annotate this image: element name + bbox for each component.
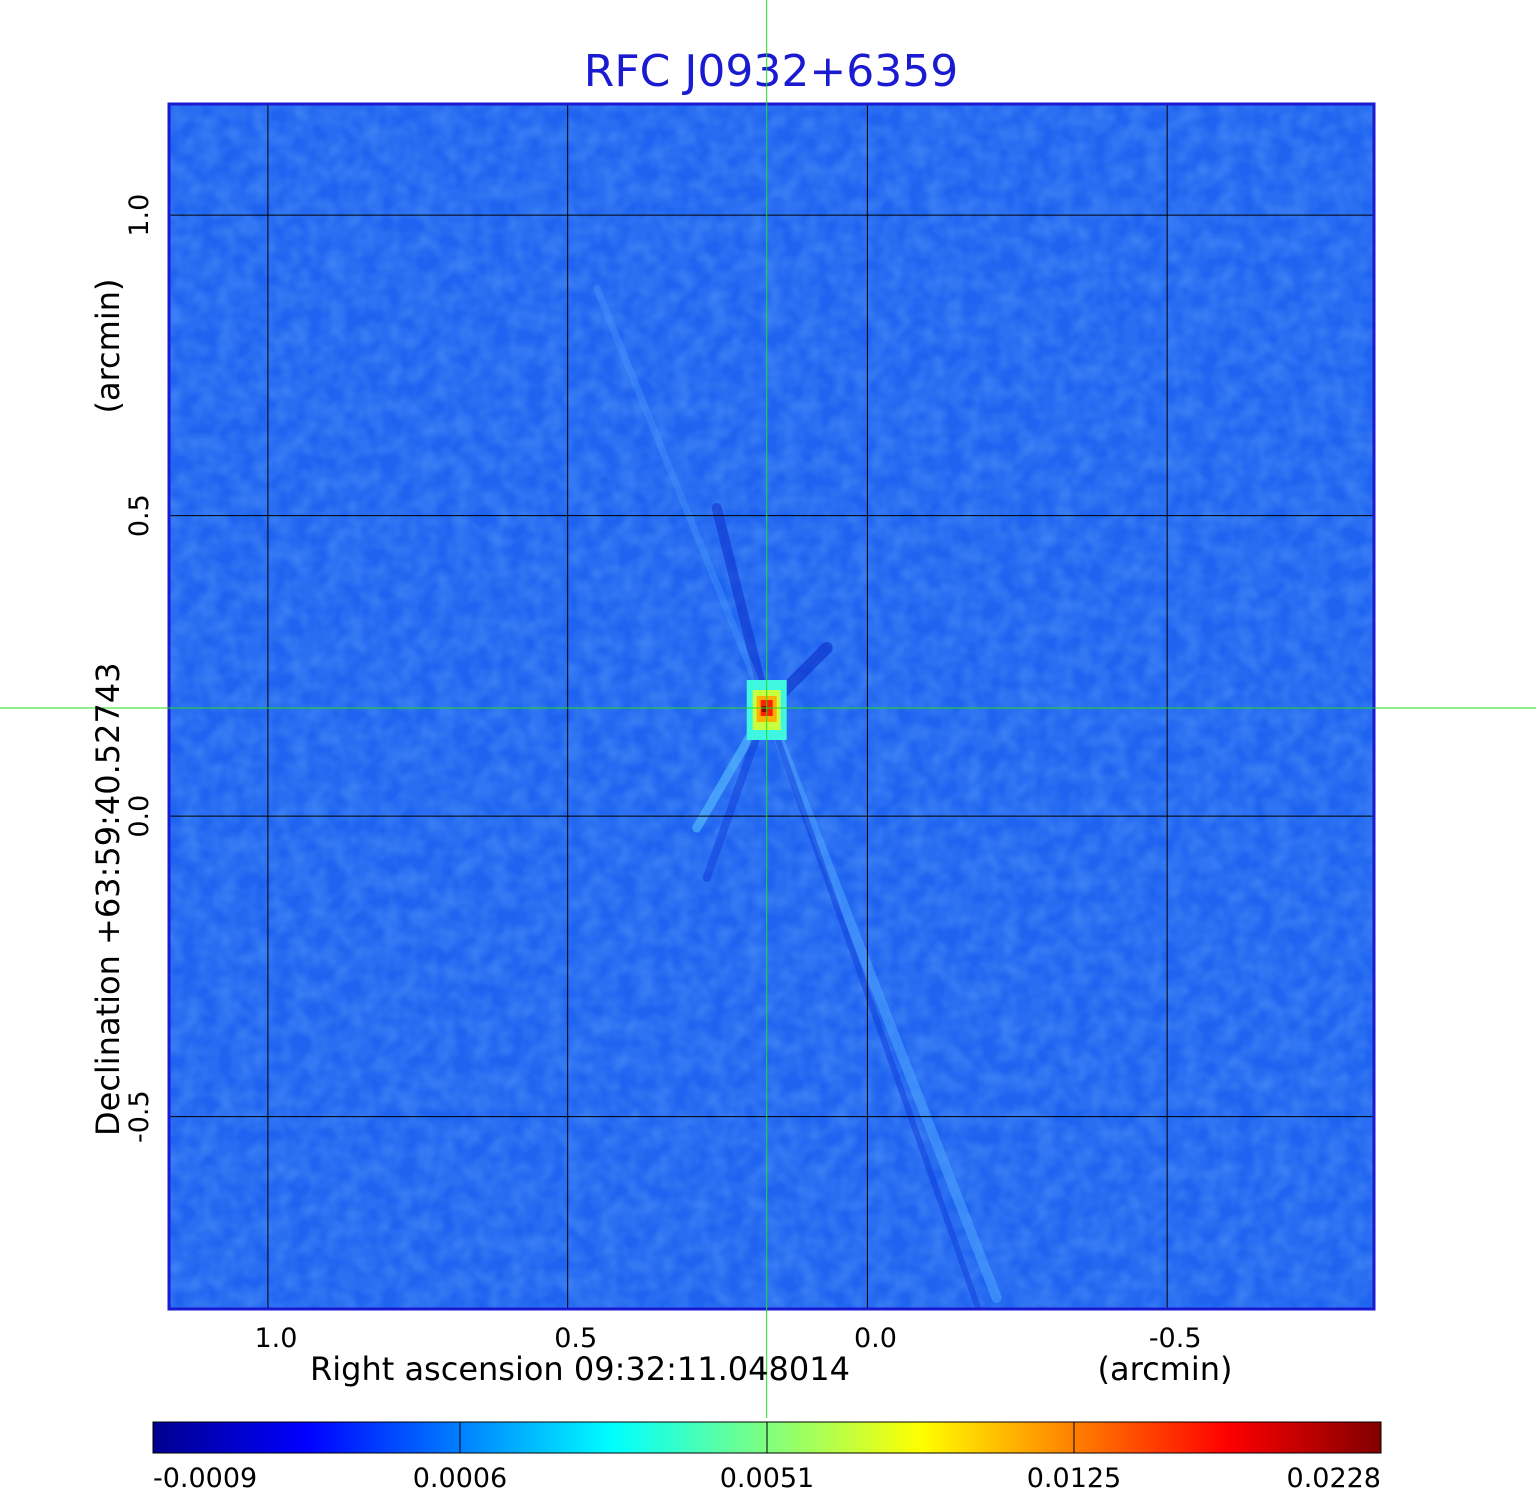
x-tick-label: -0.5 (1149, 1323, 1202, 1354)
y-tick-labels: 1.0 0.5 0.0 -0.5 (124, 194, 155, 1143)
colorbar-tick-label: 0.0051 (720, 1463, 814, 1494)
x-axis-label: Right ascension 09:32:11.048014 (310, 1350, 850, 1388)
y-tick-label: 1.0 (124, 194, 155, 237)
y-axis-label: Declination +63:59:40.52743 (89, 662, 127, 1136)
sidelobe-streak-5 (593, 284, 771, 712)
crosshair (0, 0, 1536, 1418)
sidelobe-streak-0 (761, 703, 1002, 1304)
y-tick-label: 0.0 (124, 795, 155, 838)
colorbar-tick-label: 0.0006 (413, 1463, 507, 1494)
x-tick-label: 0.0 (854, 1323, 897, 1354)
colorbar-tick-label: 0.0125 (1027, 1463, 1121, 1494)
x-tick-labels: 1.0 0.5 0.0 -0.5 (254, 1323, 1201, 1354)
y-tick-label: -0.5 (124, 1090, 155, 1143)
colorbar-tick-labels: -0.0009 0.0006 0.0051 0.0125 0.0228 (152, 1422, 1382, 1494)
sidelobe-streak-3 (711, 503, 772, 714)
y-tick-label: 0.5 (124, 494, 155, 537)
colorbar-tick-label: -0.0009 (153, 1463, 257, 1494)
grid-lines (169, 104, 1374, 1309)
x-tick-label: 0.5 (554, 1323, 597, 1354)
plot-frame (167, 102, 1376, 1311)
sidelobe-streak-1 (763, 705, 982, 1309)
x-tick-label: 1.0 (254, 1323, 297, 1354)
plot-area (169, 104, 1374, 1309)
chart-title: RFC J0932+6359 (584, 46, 958, 97)
y-axis-unit: (arcmin) (89, 279, 127, 414)
colorbar-tick-label: 0.0228 (1287, 1463, 1381, 1494)
x-axis-unit: (arcmin) (1098, 1350, 1233, 1388)
source-pixel-4 (761, 706, 767, 713)
